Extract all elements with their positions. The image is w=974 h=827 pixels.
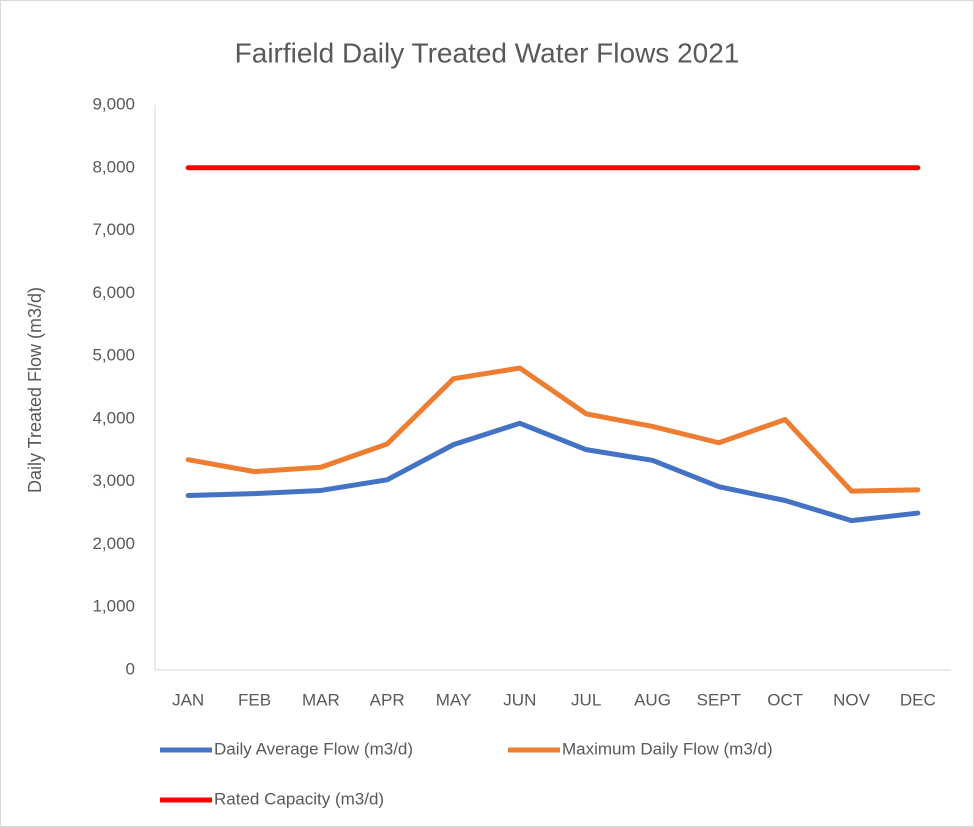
line-series [185,365,921,494]
y-tick-label: 6,000 [92,283,135,302]
chart-title: Fairfield Daily Treated Water Flows 2021 [235,37,740,68]
x-tick-label: JAN [172,690,204,709]
x-tick-label: APR [370,690,405,709]
y-axis-title: Daily Treated Flow (m3/d) [25,287,45,493]
x-tick-label: JUN [503,690,536,709]
y-tick-label: 0 [126,659,135,678]
y-tick-label: 7,000 [92,220,135,239]
x-tick-label: FEB [238,690,271,709]
y-tick-label: 5,000 [92,346,135,365]
y-tick-label: 2,000 [92,534,135,553]
x-tick-label: MAR [302,690,340,709]
legend-label: Daily Average Flow (m3/d) [214,739,413,758]
y-tick-label: 9,000 [92,94,135,113]
y-tick-label: 4,000 [92,408,135,427]
x-tick-label: MAY [436,690,472,709]
y-tick-label: 8,000 [92,157,135,176]
x-tick-label: JUL [571,690,601,709]
legend-label: Maximum Daily Flow (m3/d) [562,739,773,758]
x-tick-label: DEC [900,690,936,709]
x-tick-label: SEPT [697,690,741,709]
x-tick-label: NOV [833,690,871,709]
line-series [185,420,921,524]
y-tick-label: 1,000 [92,597,135,616]
x-tick-label: AUG [634,690,671,709]
legend-label: Rated Capacity (m3/d) [214,789,384,808]
y-tick-label: 3,000 [92,471,135,490]
x-tick-label: OCT [767,690,803,709]
